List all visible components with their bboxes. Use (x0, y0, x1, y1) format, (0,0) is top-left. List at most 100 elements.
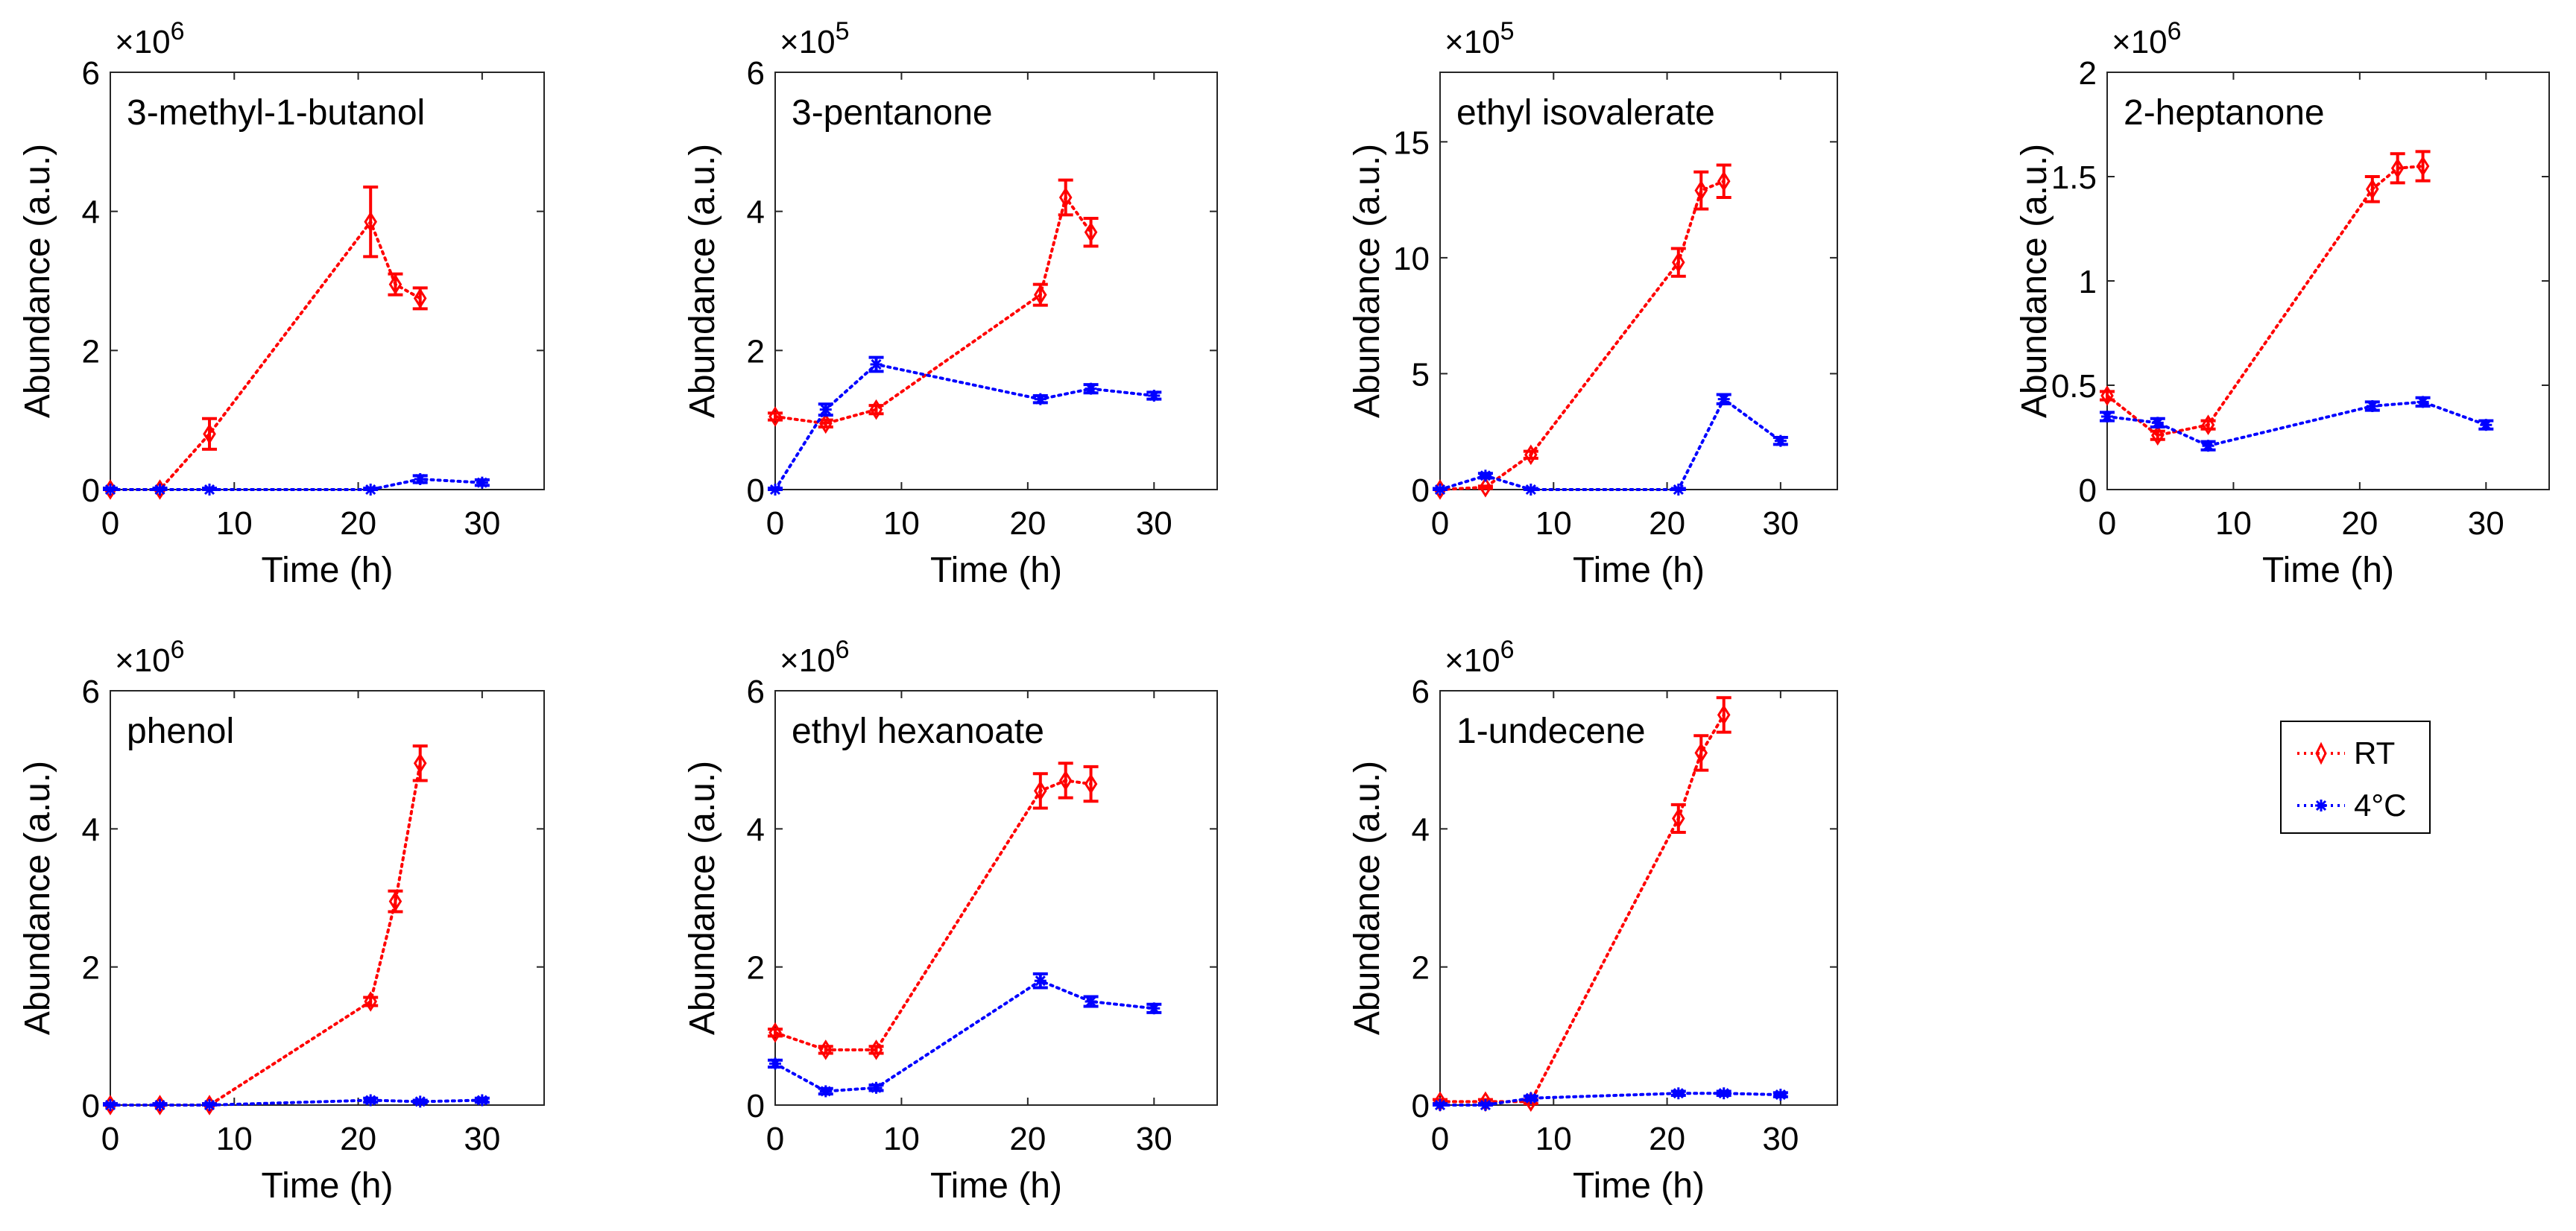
x-tick-label: 0 (766, 1121, 784, 1157)
x-axis-label: Time (h) (262, 1166, 394, 1206)
data-point (364, 1094, 377, 1107)
data-point (869, 399, 883, 420)
y-tick-label: 4 (747, 811, 765, 848)
data-point-stroke (2101, 411, 2113, 423)
data-point-stroke (1480, 470, 1491, 481)
series-line (109, 1098, 484, 1107)
y-tick-label: 0.5 (2051, 368, 2097, 405)
data-point (1479, 477, 1492, 498)
data-point (154, 1099, 166, 1111)
data-point (869, 1039, 883, 1060)
series-line (774, 978, 1156, 1093)
x-axis-label: Time (h) (2262, 551, 2394, 590)
data-point (768, 406, 782, 427)
data-point-stroke (1525, 1092, 1536, 1104)
x-tick-label: 20 (1009, 505, 1046, 542)
x-tick-label: 20 (2341, 505, 2378, 542)
x-axis-label: Time (h) (930, 1166, 1062, 1206)
y-tick-label: 2 (1412, 950, 1430, 987)
series-line (1439, 396, 1782, 491)
data-point (769, 1057, 781, 1070)
y-tick-label: 6 (1412, 674, 1430, 710)
data-point-stroke (1085, 383, 1096, 394)
data-point-stroke (1480, 1099, 1491, 1111)
x-tick-label: 10 (883, 505, 920, 542)
y-tick-label: 1.5 (2051, 159, 2097, 196)
data-point (870, 1081, 883, 1094)
data-point (1672, 484, 1685, 496)
x-tick-label: 10 (1535, 505, 1572, 542)
y-tick-label: 4 (747, 194, 765, 231)
x-axis-label: Time (h) (1573, 1166, 1705, 1206)
data-point (819, 403, 832, 416)
subplot-title: phenol (127, 712, 234, 751)
x-tick-label: 20 (340, 505, 376, 542)
data-point (1034, 393, 1046, 405)
subplot-3: 0 10 20 30 0 5 10 15 Time (h) Abundance (a.u.) ×10… (1348, 17, 1838, 590)
subplot-5: 0 10 20 30 0 2 4 6 Time (h) Abundance (a.u.) ×106 p… (18, 636, 545, 1206)
y-axis-label: Abundance (a.u.) (18, 761, 57, 1035)
data-point (1434, 1099, 1446, 1111)
data-point (2202, 440, 2214, 452)
y-tick-label: 15 (1393, 124, 1430, 161)
data-point (154, 484, 166, 496)
y-multiplier: ×105 (1445, 17, 1515, 60)
y-tick-label: 2 (2079, 55, 2097, 92)
data-point (1085, 996, 1097, 1007)
axes-box (110, 690, 545, 1106)
data-point-stroke (104, 484, 116, 496)
data-point (1479, 469, 1491, 482)
series-4c (103, 473, 490, 496)
y-tick-label: 6 (747, 55, 765, 92)
y-tick-label: 0 (82, 1088, 100, 1124)
data-point (1694, 180, 1708, 201)
series-4c (1433, 1087, 1788, 1111)
data-point-stroke (769, 484, 781, 496)
subplot-title: ethyl isovalerate (1456, 93, 1715, 133)
data-point (1672, 1087, 1685, 1100)
data-point (2366, 400, 2378, 412)
series-rt (768, 762, 1099, 1060)
x-tick-label: 0 (1431, 1121, 1449, 1157)
x-tick-label: 10 (216, 505, 253, 542)
data-point (388, 273, 402, 295)
data-point (1717, 704, 1731, 726)
series-4c (768, 972, 1162, 1098)
data-point (203, 423, 216, 445)
data-point (476, 476, 488, 489)
data-point-stroke (1775, 1089, 1786, 1101)
y-axis-label: Abundance (a.u.) (2015, 144, 2054, 418)
data-point (1479, 1099, 1491, 1111)
data-point-stroke (154, 1099, 165, 1111)
x-tick-label: 20 (1649, 505, 1685, 542)
data-point-stroke (2367, 400, 2378, 412)
data-point (2366, 179, 2379, 200)
x-tick-label: 10 (2215, 505, 2252, 542)
y-tick-label: 5 (1412, 356, 1430, 393)
series-4c (1433, 393, 1788, 496)
data-point-stroke (365, 484, 376, 496)
series-line (2106, 400, 2488, 448)
x-axis-label: Time (h) (1573, 551, 1705, 590)
y-tick-label: 0 (2079, 472, 2097, 509)
data-point-stroke (414, 473, 426, 485)
data-point (364, 211, 377, 232)
x-tick-label: 0 (101, 1121, 119, 1157)
series-line (1439, 1092, 1782, 1107)
series-line (109, 477, 484, 491)
data-point (2416, 396, 2429, 408)
data-point (2150, 425, 2165, 446)
series-line (774, 362, 1156, 491)
y-axis-label: Abundance (a.u.) (1348, 144, 1387, 418)
x-tick-label: 30 (2468, 505, 2504, 542)
data-point (818, 1039, 833, 1060)
data-point-stroke (203, 1099, 215, 1111)
data-point (1084, 221, 1098, 243)
legend-4c-marker (2315, 800, 2327, 811)
data-point (870, 358, 883, 370)
data-point-stroke (203, 484, 215, 496)
x-tick-label: 0 (766, 505, 784, 542)
axes-box (774, 690, 1218, 1106)
x-tick-label: 30 (1136, 1121, 1172, 1157)
